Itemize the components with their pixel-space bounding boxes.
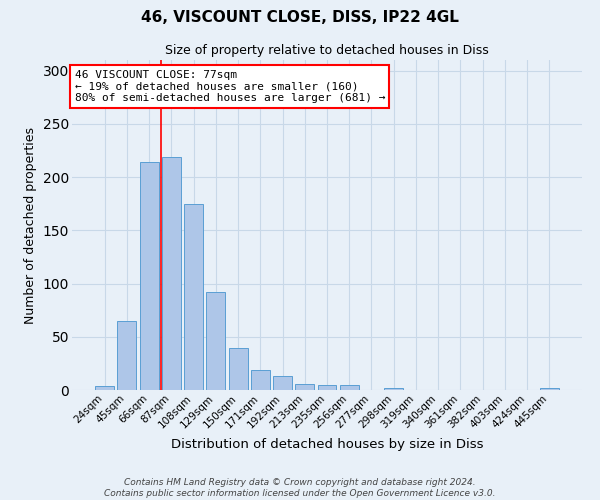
Bar bbox=[340, 384, 359, 390]
Bar bbox=[317, 384, 337, 390]
Bar bbox=[384, 388, 403, 390]
Text: 46, VISCOUNT CLOSE, DISS, IP22 4GL: 46, VISCOUNT CLOSE, DISS, IP22 4GL bbox=[141, 10, 459, 25]
Bar bbox=[95, 386, 114, 390]
Bar bbox=[206, 292, 225, 390]
Text: 46 VISCOUNT CLOSE: 77sqm
← 19% of detached houses are smaller (160)
80% of semi-: 46 VISCOUNT CLOSE: 77sqm ← 19% of detach… bbox=[74, 70, 385, 103]
Text: Contains HM Land Registry data © Crown copyright and database right 2024.
Contai: Contains HM Land Registry data © Crown c… bbox=[104, 478, 496, 498]
Y-axis label: Number of detached properties: Number of detached properties bbox=[24, 126, 37, 324]
Bar bbox=[140, 162, 158, 390]
Bar bbox=[540, 388, 559, 390]
Bar bbox=[184, 204, 203, 390]
Bar bbox=[229, 348, 248, 390]
Bar bbox=[118, 321, 136, 390]
X-axis label: Distribution of detached houses by size in Diss: Distribution of detached houses by size … bbox=[171, 438, 483, 451]
Bar bbox=[273, 376, 292, 390]
Title: Size of property relative to detached houses in Diss: Size of property relative to detached ho… bbox=[165, 44, 489, 58]
Bar bbox=[251, 370, 270, 390]
Bar bbox=[295, 384, 314, 390]
Bar bbox=[162, 157, 181, 390]
